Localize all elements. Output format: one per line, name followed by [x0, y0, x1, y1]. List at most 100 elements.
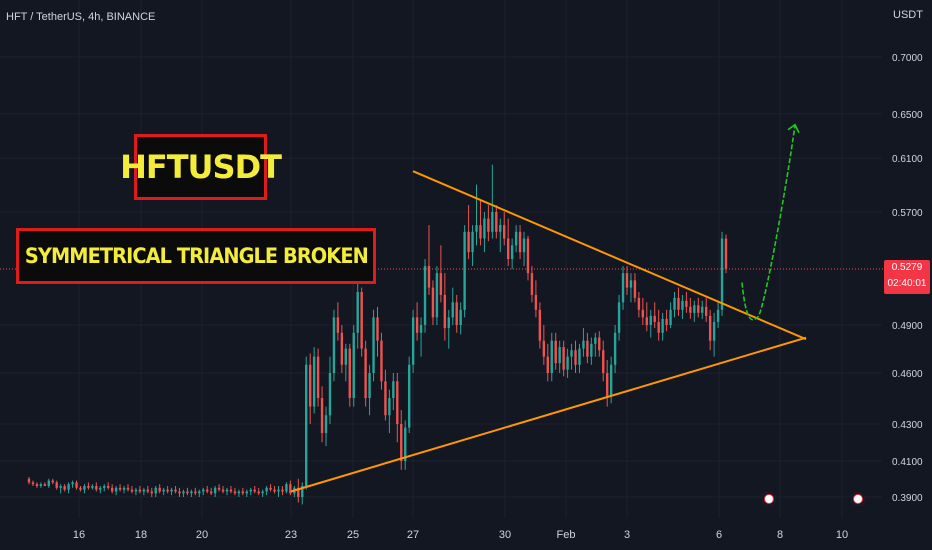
price-tick-label: 0.5700: [892, 208, 923, 219]
candle-body: [63, 486, 66, 490]
candle-body: [95, 486, 98, 490]
candle-body: [503, 225, 506, 239]
candle-body: [249, 489, 252, 492]
time-tick-label: 6: [716, 529, 722, 541]
candle-body: [617, 302, 621, 333]
candle-body: [546, 356, 549, 373]
pattern-annotation-text: SYMMETRICAL TRIANGLE BROKEN: [24, 244, 369, 268]
candle-body: [190, 491, 193, 494]
candle-body: [225, 489, 229, 492]
candle-body: [261, 491, 264, 494]
candle-body: [43, 484, 47, 487]
candle-body: [471, 231, 474, 253]
us-flag-icon[interactable]: [762, 492, 776, 506]
lower-trendline: [290, 336, 807, 493]
candle-body: [400, 424, 403, 461]
candle-body: [356, 291, 359, 333]
candle-body: [174, 489, 177, 492]
candle-body: [459, 309, 462, 325]
candle-body: [641, 309, 645, 318]
candle-body: [463, 231, 466, 310]
time-tick-label: 23: [285, 529, 297, 541]
us-flag-icon[interactable]: [851, 492, 865, 506]
pattern-annotation: SYMMETRICAL TRIANGLE BROKEN: [16, 228, 376, 284]
symbol-title[interactable]: HFT / TetherUS, 4h, BINANCE: [6, 11, 156, 23]
candle-body: [542, 340, 546, 357]
candle-body: [209, 491, 213, 494]
candle-body: [122, 487, 126, 490]
candle-body: [186, 491, 189, 494]
upper-trendline: [412, 170, 807, 341]
candle-body: [665, 318, 668, 325]
candle-body: [114, 487, 118, 492]
candle-body: [170, 489, 173, 492]
candle-body: [99, 487, 102, 490]
candle-body: [613, 332, 617, 365]
candle-body: [55, 482, 58, 488]
candle-body: [130, 489, 134, 492]
candle-body: [142, 489, 146, 492]
candle-body: [455, 302, 458, 325]
time-tick-label: 18: [135, 529, 147, 541]
candle-body: [669, 309, 672, 325]
time-tick-label: 20: [196, 529, 208, 541]
candle-body: [661, 318, 664, 333]
price-axis[interactable]: 0.7000 0.6500 0.6100 0.5700 0.4900 0.4600 0.43…: [892, 53, 923, 504]
candle-body: [340, 332, 344, 365]
candle-body: [364, 348, 367, 399]
candle-body: [91, 486, 94, 488]
candle-body: [704, 306, 708, 316]
candle-body: [229, 489, 233, 492]
candle-body: [570, 350, 573, 357]
candle-body: [491, 212, 494, 232]
candle-body: [277, 489, 280, 492]
axis-currency-label: USDT: [893, 9, 923, 21]
candle-body: [75, 482, 78, 488]
candle-body: [301, 486, 304, 497]
candle-body: [166, 489, 169, 492]
candles-layer: [27, 164, 728, 505]
candle-body: [415, 317, 419, 333]
candle-body: [332, 317, 336, 373]
candle-body: [724, 238, 728, 269]
candle-body: [265, 487, 268, 492]
candle-body: [198, 491, 201, 494]
price-tick-label: 0.4300: [892, 420, 923, 431]
candle-body: [649, 315, 652, 325]
candle-body: [51, 480, 54, 483]
candle-body: [221, 489, 225, 492]
time-tick-label: 3: [624, 529, 630, 541]
time-tick-label: 8: [777, 529, 783, 541]
candle-body: [107, 486, 110, 488]
candle-body: [368, 373, 371, 399]
candle-body: [67, 484, 70, 490]
price-tick-label: 0.4600: [892, 369, 923, 380]
candle-body: [708, 315, 712, 341]
candle-body: [110, 487, 114, 492]
candle-body: [396, 381, 399, 424]
candle-body: [178, 491, 181, 494]
candle-body: [312, 356, 316, 407]
candle-body: [653, 315, 656, 322]
candle-body: [87, 486, 90, 488]
candle-body: [716, 309, 720, 322]
candle-body: [526, 238, 530, 274]
candle-body: [253, 489, 256, 492]
projection-curve: [741, 124, 796, 321]
time-axis[interactable]: 16 18 20 23 25 27 30 Feb 3 6 8 10: [73, 529, 848, 541]
candle-body: [530, 273, 534, 295]
candle-body: [380, 340, 383, 382]
candle-body: [689, 306, 692, 313]
candle-body: [182, 491, 185, 494]
candle-body: [273, 489, 276, 492]
candle-body: [233, 491, 237, 494]
candle-body: [586, 340, 589, 357]
candle-body: [720, 238, 724, 310]
candle-body: [499, 225, 502, 232]
candle-body: [305, 364, 308, 487]
candle-body: [158, 487, 161, 492]
candle-body: [419, 325, 423, 333]
candle-body: [602, 350, 605, 373]
price-tick-label: 0.6500: [892, 110, 923, 121]
